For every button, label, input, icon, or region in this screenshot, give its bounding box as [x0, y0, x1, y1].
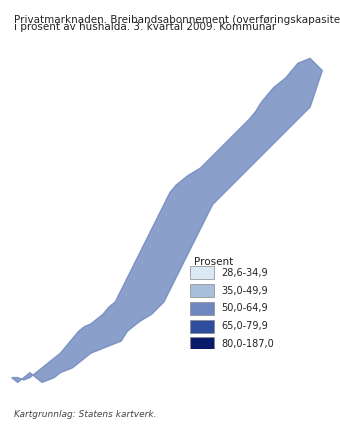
Bar: [190, 320, 214, 333]
Text: i prosent av hushalda. 3. kvartal 2009. Kommunar: i prosent av hushalda. 3. kvartal 2009. …: [14, 22, 276, 32]
Bar: [190, 284, 214, 297]
Text: Privatmarknaden. Breibandsabonnement (overføringskapasitet over 128 kbit/s): Privatmarknaden. Breibandsabonnement (ov…: [14, 15, 340, 25]
Text: 35,0-49,9: 35,0-49,9: [221, 286, 268, 295]
Text: Kartgrunnlag: Statens kartverk.: Kartgrunnlag: Statens kartverk.: [14, 410, 156, 419]
Bar: [190, 302, 214, 315]
Text: 50,0-64,9: 50,0-64,9: [221, 303, 268, 313]
Bar: [190, 337, 214, 350]
Text: Prosent: Prosent: [194, 257, 233, 267]
Text: 80,0-187,0: 80,0-187,0: [221, 339, 274, 349]
Bar: [190, 266, 214, 279]
Text: 28,6-34,9: 28,6-34,9: [221, 268, 268, 278]
Text: 65,0-79,9: 65,0-79,9: [221, 321, 268, 331]
Polygon shape: [12, 58, 322, 382]
